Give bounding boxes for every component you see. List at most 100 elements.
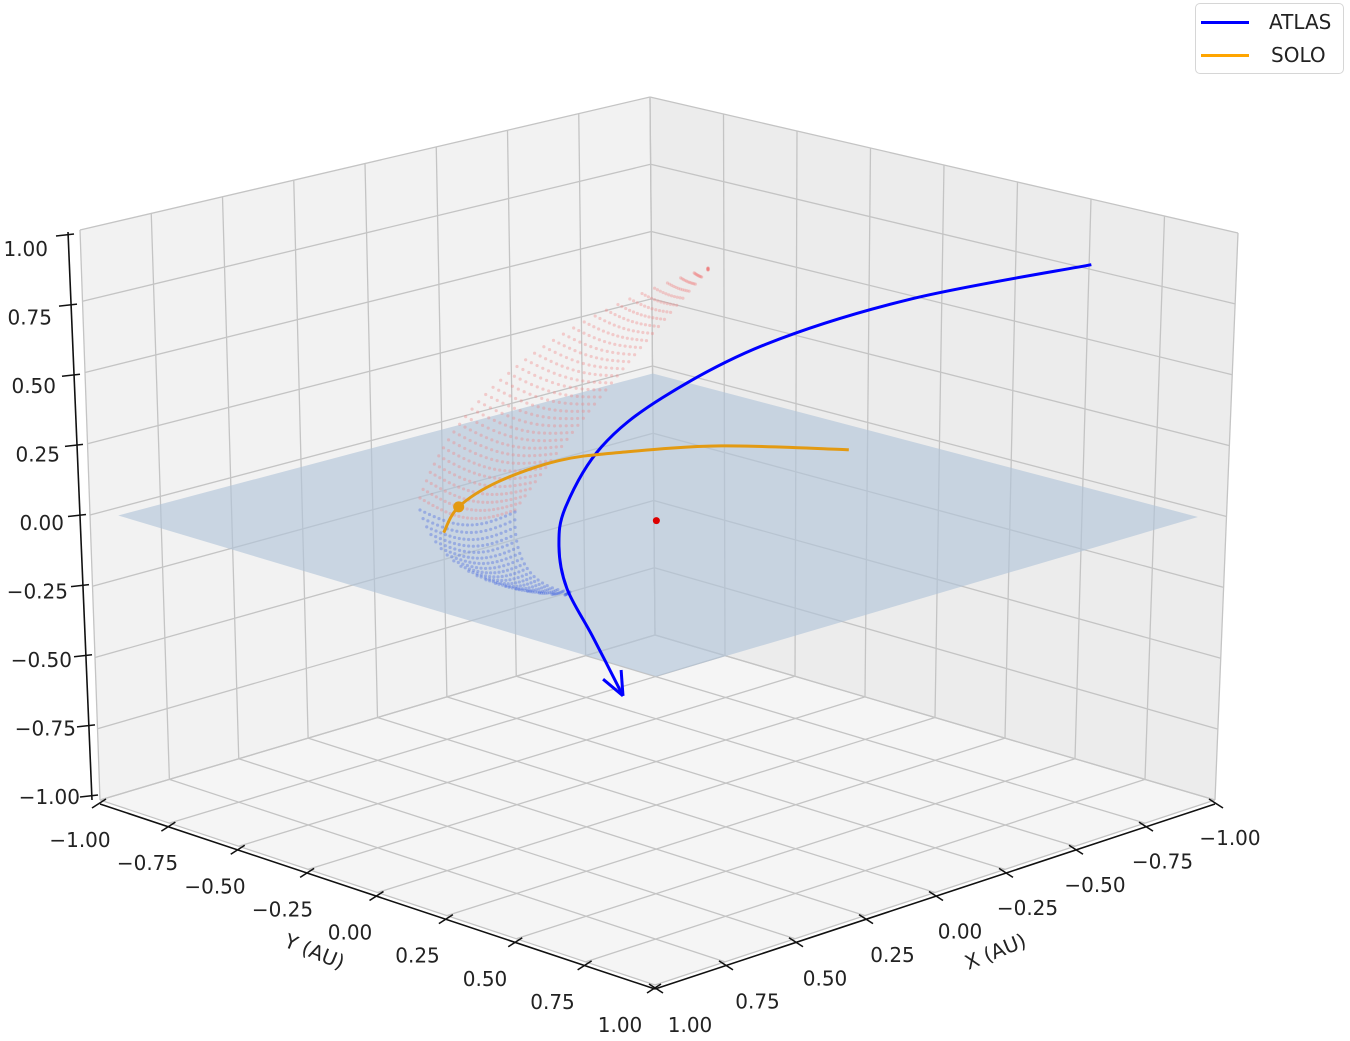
cloud-point-above [538,460,542,464]
cloud-point-below [496,575,500,579]
cloud-point-below [517,588,521,592]
x-tick [928,890,944,902]
cloud-point-above [547,415,551,420]
cloud-point-above [493,476,497,480]
cloud-point-below [562,589,566,593]
cloud-point-above [514,436,518,440]
x-tick-label: 0.00 [938,920,983,944]
cloud-point-below [479,575,483,579]
cloud-point-above [438,476,442,480]
cloud-point-above [496,507,500,511]
cloud-point-above [478,482,482,486]
cloud-point-below [522,562,526,566]
cloud-point-below [511,547,516,551]
cloud-point-below [528,576,533,580]
cloud-point-below [471,537,475,542]
cloud-point-above [609,310,613,315]
cloud-point-below [514,586,518,591]
cloud-point-above [482,403,487,407]
cloud-point-below [484,571,488,575]
y-tick [438,913,454,925]
cloud-point-below [515,584,519,588]
cloud-point-above [550,380,555,385]
cloud-point-above [610,366,614,370]
cloud-point-below [425,525,429,529]
cloud-point-above [518,483,522,487]
cloud-point-above [559,438,563,442]
cloud-point-below [520,557,524,561]
cloud-point-above [462,456,466,461]
cloud-point-below [550,586,554,590]
cloud-point-above [562,344,566,348]
cloud-point-above [657,308,662,313]
cloud-point-above [474,431,478,435]
cloud-point-above [558,373,562,377]
cloud-point-below [546,591,550,595]
cloud-point-above [615,366,619,371]
cloud-point-above [465,507,469,511]
legend-label: ATLAS [1269,10,1332,34]
cloud-point-above [553,416,557,420]
cloud-point-below [469,530,473,535]
cloud-point-above [603,319,607,323]
cloud-point-above [467,459,471,463]
cloud-point-above [662,301,666,305]
cloud-point-above [472,461,476,465]
cloud-point-above [518,408,522,413]
cloud-point-above [467,469,471,473]
cloud-point-above [543,459,548,463]
gridline [377,716,936,894]
cloud-point-below [500,578,504,583]
cloud-point-above [529,361,533,365]
cloud-point-above [495,459,499,463]
gridline [79,229,101,801]
cloud-point-above [513,469,517,473]
cloud-point-below [450,555,454,559]
cloud-point-below [564,593,568,597]
cloud-point-above [698,274,702,278]
cloud-point-below [510,567,514,571]
cloud-point-above [706,266,710,271]
cloud-point-above [600,348,604,352]
cloud-point-above [506,443,510,447]
z-tick [58,303,78,307]
cloud-point-above [665,302,669,306]
cloud-point-above [628,308,632,312]
cloud-point-below [518,564,522,568]
cloud-point-below [499,516,503,520]
cloud-point-above [570,430,575,434]
cloud-point-below [474,565,479,570]
x-tick [788,937,804,948]
cloud-point-below [548,587,552,591]
pane-floor [100,635,1215,985]
cloud-point-above [506,461,510,465]
cloud-point-below [490,541,494,546]
cloud-point-above [697,274,701,278]
cloud-point-below [554,588,558,593]
cloud-point-above [559,353,563,357]
cloud-point-above [593,364,597,368]
gridline [446,737,1006,917]
cloud-point-below [486,549,490,553]
cloud-point-above [687,280,692,285]
cloud-point-above [519,489,523,493]
cloud-point-above [564,416,568,421]
cloud-point-above [639,313,643,317]
cloud-point-above [563,401,567,405]
z-tick-label: 0.00 [19,511,64,535]
cloud-point-above [553,350,557,354]
cloud-point-above [648,323,652,328]
cloud-point-below [483,576,487,580]
cloud-point-below [523,588,527,593]
cloud-point-above [485,500,490,505]
cloud-point-below [518,584,522,588]
cloud-point-below [462,543,466,548]
cloud-point-above [613,312,617,317]
cloud-point-below [518,551,522,555]
cloud-point-below [474,530,478,534]
cloud-point-above [668,282,672,286]
tick-labels: −1.00−0.75−0.50−0.250.000.250.500.751.00… [3,237,1260,1037]
cloud-point-above [498,421,502,425]
cloud-point-below [514,565,518,569]
cloud-point-below [432,515,436,519]
